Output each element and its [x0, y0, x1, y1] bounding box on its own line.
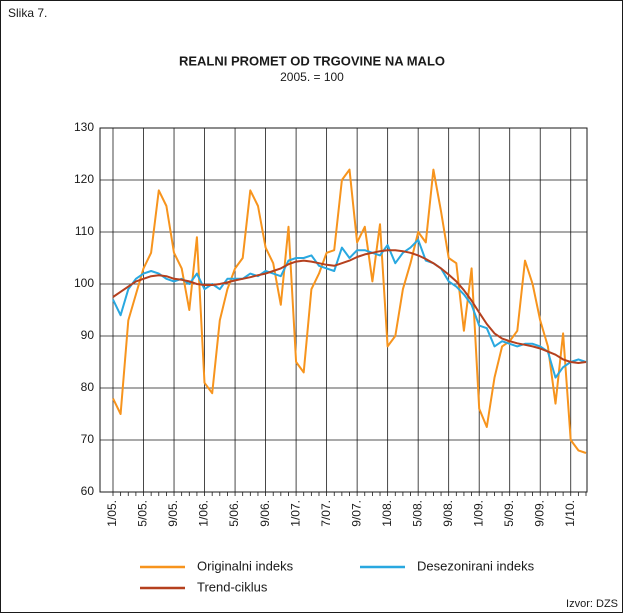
y-tick-label: 100: [74, 276, 94, 290]
x-tick-label: 5/09.: [502, 500, 516, 527]
y-tick-label: 130: [74, 120, 94, 134]
source: Izvor: DZS: [566, 598, 618, 610]
y-tick-label: 70: [81, 432, 95, 446]
x-tick-label: 1/06.: [197, 500, 211, 527]
y-tick-label: 110: [75, 224, 94, 238]
x-tick-label: 1/05.: [105, 500, 119, 527]
x-tick-label: 1/07.: [288, 500, 302, 527]
y-tick-label: 90: [81, 328, 95, 342]
x-tick-label: 9/09.: [532, 500, 546, 527]
chart-subtitle: 2005. = 100: [280, 70, 344, 84]
x-tick-label: 1/08.: [380, 500, 394, 527]
plot-area: [99, 127, 588, 493]
y-tick-label: 120: [74, 172, 94, 186]
x-tick-label: 9/05.: [166, 500, 180, 527]
x-tick-label: 1/10.: [563, 500, 577, 527]
x-tick-label: 5/06.: [227, 500, 241, 527]
y-tick-label: 60: [81, 484, 95, 498]
x-tick-label: 5/08.: [410, 500, 424, 527]
x-tick-label: 9/06.: [258, 500, 272, 527]
x-tick-label: 1/09.: [471, 500, 485, 527]
chart-title: REALNI PROMET OD TRGOVINE NA MALO: [179, 53, 445, 68]
series-line: [112, 238, 587, 379]
x-tick-label: 7/07.: [319, 500, 333, 527]
series-line: [112, 249, 587, 364]
x-tick-label: 9/08.: [441, 500, 455, 527]
legend-label: Desezonirani indeks: [417, 558, 535, 573]
legend-label: Trend-ciklus: [197, 579, 268, 594]
x-tick-label: 5/05.: [136, 500, 150, 527]
series-line: [112, 168, 587, 454]
legend-label: Originalni indeks: [197, 558, 294, 573]
figure-label: Slika 7.: [8, 6, 47, 20]
x-tick-label: 9/07.: [349, 500, 363, 527]
y-tick-label: 80: [81, 380, 95, 394]
